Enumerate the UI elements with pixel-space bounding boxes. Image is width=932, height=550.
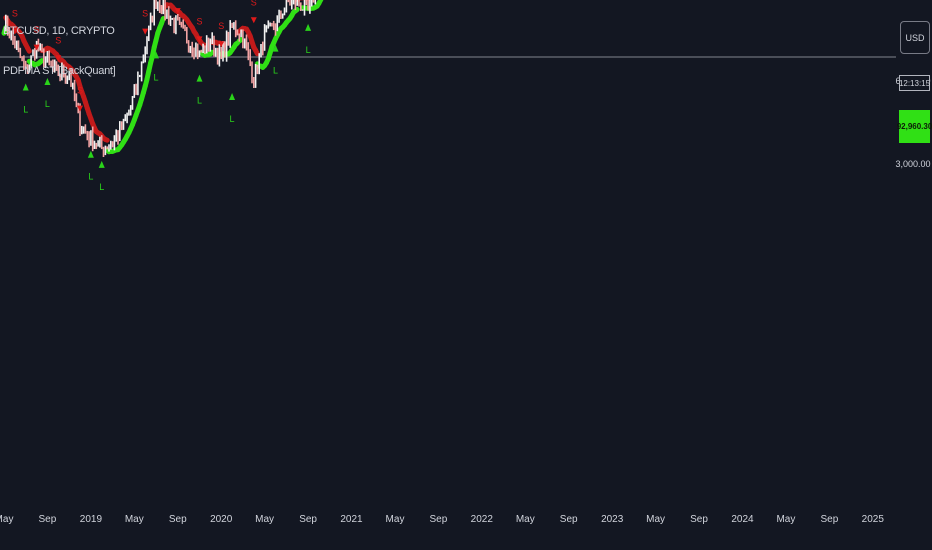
x-axis-label: 2020	[210, 514, 233, 525]
short-signal-label: S	[251, 0, 257, 7]
long-signal-arrow	[44, 78, 51, 86]
x-axis-label: May	[0, 514, 13, 525]
short-signal-label: S	[34, 25, 40, 35]
short-signal-arrow	[142, 28, 149, 35]
countdown-tag: 12:13:15	[899, 75, 930, 91]
trend-band-segment	[102, 137, 110, 143]
long-signal-label: L	[88, 172, 93, 182]
long-signal-label: L	[273, 66, 278, 76]
trend-band-segment	[25, 45, 32, 54]
long-signal-arrow	[305, 23, 312, 31]
short-signal-arrow	[218, 41, 225, 48]
long-signal-arrow	[22, 83, 29, 91]
long-signal-arrow	[229, 93, 236, 101]
short-signal-label: S	[142, 9, 148, 19]
trend-band-segment	[233, 40, 240, 47]
x-axis-label: Sep	[39, 514, 57, 525]
long-signal-label: L	[23, 104, 28, 114]
long-signal-label: L	[230, 114, 235, 124]
x-axis-label: May	[255, 514, 274, 525]
long-signal-arrow	[272, 44, 279, 52]
short-signal-arrow	[55, 55, 62, 62]
x-axis-label: Sep	[169, 514, 187, 525]
x-axis-label: May	[125, 514, 144, 525]
long-signal-label: L	[599, 0, 604, 2]
x-axis-label: May	[516, 514, 535, 525]
x-axis-label: Sep	[560, 514, 578, 525]
x-axis-label: Sep	[430, 514, 448, 525]
current-price-tag: 92,960.30	[897, 110, 932, 143]
short-signal-arrow	[33, 44, 40, 51]
short-signal-arrow	[77, 105, 84, 112]
short-signal-label: S	[55, 35, 61, 45]
short-signal-arrow	[11, 28, 18, 35]
trend-band-segment	[198, 50, 206, 57]
short-signal-arrow	[174, 8, 181, 15]
x-axis-label: 2022	[471, 514, 494, 525]
x-axis-label: Sep	[821, 514, 839, 525]
x-axis-label: May	[646, 514, 665, 525]
x-axis-label: 2019	[80, 514, 103, 525]
short-signal-arrow	[196, 36, 203, 43]
indicator-label[interactable]: PDFMA ST [BackQuant]	[3, 65, 116, 77]
long-signal-label: L	[197, 96, 202, 106]
x-axis-label: Sep	[690, 514, 708, 525]
x-axis-label: 2024	[731, 514, 754, 525]
long-signal-arrow	[153, 51, 160, 59]
long-signal-label: L	[99, 182, 104, 192]
trend-band-segment	[37, 58, 45, 65]
long-signal-label: L	[45, 99, 50, 109]
y-axis-label: 3,000.00	[895, 159, 930, 169]
x-axis-label: 2025	[862, 514, 885, 525]
long-signal-label: L	[154, 72, 159, 82]
short-signal-label: S	[196, 16, 202, 26]
long-signal-arrow	[87, 150, 94, 158]
long-signal-arrow	[98, 160, 105, 168]
short-signal-label: S	[77, 86, 83, 96]
symbol-label: BTCUSD, 1D, CRYPTO	[3, 25, 115, 37]
trend-band-segment	[253, 47, 260, 57]
trend-band-segment	[159, 16, 166, 26]
long-signal-arrow	[196, 74, 203, 82]
x-axis-label: May	[776, 514, 795, 525]
x-axis-label: Sep	[299, 514, 317, 525]
x-axis-label: 2021	[340, 514, 363, 525]
short-signal-arrow	[250, 17, 257, 24]
x-axis-label: 2023	[601, 514, 624, 525]
x-axis-label: May	[386, 514, 405, 525]
long-signal-label: L	[306, 45, 311, 55]
trend-band-segment	[292, 7, 300, 14]
currency-button[interactable]: USD	[900, 21, 930, 54]
short-signal-label: S	[12, 9, 18, 19]
short-signal-label: S	[218, 21, 224, 31]
trend-band-segment	[207, 49, 215, 57]
